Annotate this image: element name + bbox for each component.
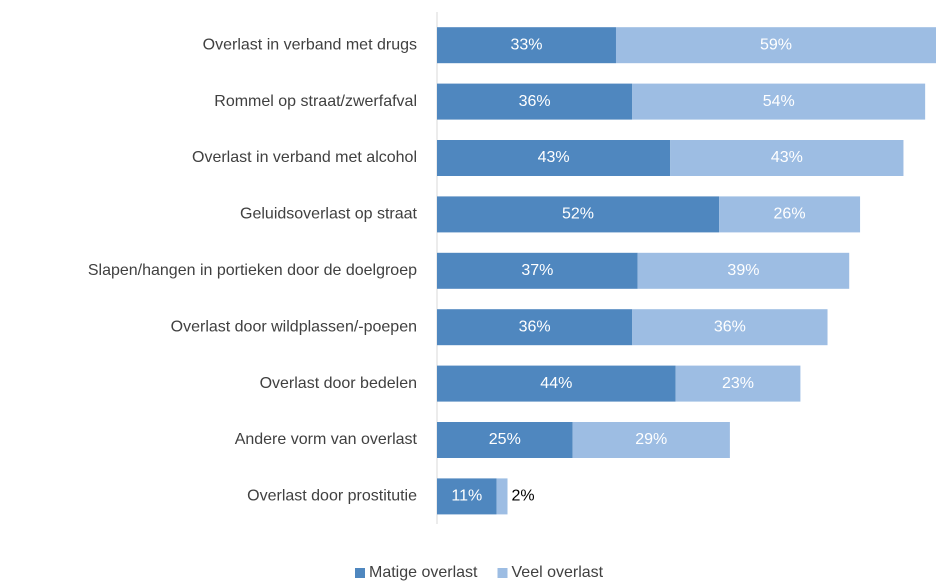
data-label: 26% (774, 206, 806, 223)
y-tick-label: Overlast door bedelen (260, 375, 417, 392)
bar-segment (719, 196, 861, 233)
data-label: 11% (451, 488, 482, 505)
data-label: 2% (512, 488, 535, 505)
y-tick-label: Rommel op straat/zwerfafval (214, 93, 417, 110)
bar-segment (675, 365, 801, 402)
data-label: 23% (722, 375, 754, 392)
bar-segment (437, 140, 671, 176)
data-label: 43% (771, 149, 803, 166)
bar-segment (437, 422, 573, 458)
y-tick-label: Slapen/hangen in portieken door de doelg… (88, 262, 417, 279)
data-label: 36% (519, 93, 551, 110)
y-tick-label: Geluidsoverlast op straat (240, 206, 418, 223)
y-tick-label: Overlast door prostitutie (247, 488, 417, 505)
data-label: 33% (510, 36, 542, 53)
y-tick-label: Overlast in verband met alcohol (192, 149, 417, 166)
y-tick-label: Overlast door wildplassen/-poepen (171, 318, 417, 335)
bar-segment (437, 478, 497, 515)
data-label: 36% (519, 318, 551, 335)
data-label: 44% (540, 375, 572, 392)
legend-label: Matige overlast (369, 564, 478, 581)
legend-swatch (355, 568, 365, 578)
bar-segment (437, 309, 633, 346)
bar-segment (437, 196, 720, 233)
data-label: 25% (489, 431, 521, 448)
data-label: 39% (727, 262, 759, 279)
bar-segment (437, 27, 616, 64)
data-label: 37% (521, 262, 553, 279)
bar-segment (632, 83, 926, 120)
legend-swatch (497, 568, 508, 578)
data-label: 29% (635, 431, 667, 448)
bar-segment (637, 252, 850, 289)
data-label: 54% (763, 93, 795, 110)
y-tick-label: Overlast in verband met drugs (203, 36, 417, 53)
bar-segment (496, 478, 508, 515)
bar-segment (437, 365, 676, 402)
bar-segment (437, 252, 638, 289)
bar-segment (670, 140, 904, 176)
data-label: 43% (538, 149, 570, 166)
bar-segment (572, 422, 730, 458)
legend-label: Veel overlast (512, 564, 604, 581)
bar-segment (615, 27, 936, 64)
data-label: 59% (760, 36, 792, 53)
bar-segment (437, 83, 633, 120)
data-label: 52% (562, 206, 594, 223)
y-tick-label: Andere vorm van overlast (235, 431, 418, 448)
data-label: 36% (714, 318, 746, 335)
bar-segment (632, 309, 828, 346)
